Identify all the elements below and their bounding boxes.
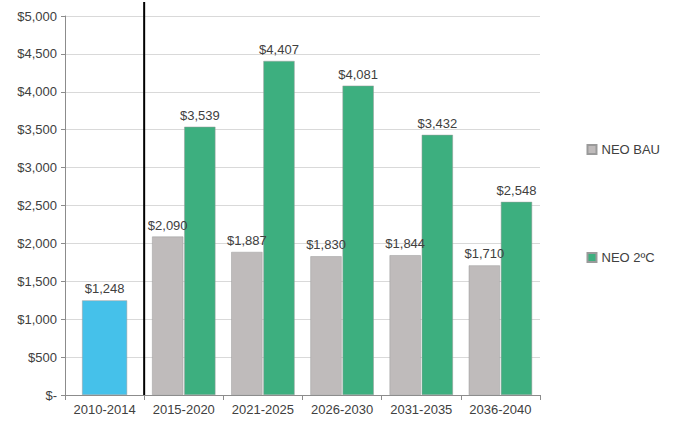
svg-text:$4,407: $4,407: [259, 42, 299, 57]
svg-text:$2,090: $2,090: [148, 218, 188, 233]
svg-text:$3,539: $3,539: [180, 108, 220, 123]
svg-text:$1,710: $1,710: [464, 246, 504, 261]
svg-text:$4,000: $4,000: [17, 84, 57, 99]
svg-text:2031-2035: 2031-2035: [390, 402, 452, 417]
svg-text:$1,887: $1,887: [227, 233, 267, 248]
svg-text:$2,000: $2,000: [17, 236, 57, 251]
svg-text:2026-2030: 2026-2030: [311, 402, 373, 417]
svg-text:$1,248: $1,248: [85, 281, 125, 296]
svg-text:2015-2020: 2015-2020: [153, 402, 215, 417]
svg-text:$1,830: $1,830: [306, 237, 346, 252]
svg-text:$1,000: $1,000: [17, 312, 57, 327]
svg-text:$3,000: $3,000: [17, 160, 57, 175]
svg-text:NEO BAU: NEO BAU: [601, 142, 660, 157]
svg-text:$2,548: $2,548: [497, 183, 537, 198]
svg-text:2036-2040: 2036-2040: [469, 402, 531, 417]
svg-text:$4,500: $4,500: [17, 46, 57, 61]
svg-text:$4,081: $4,081: [338, 67, 378, 82]
svg-text:$5,000: $5,000: [17, 9, 57, 24]
svg-text:$2,500: $2,500: [17, 198, 57, 213]
svg-text:$3,500: $3,500: [17, 122, 57, 137]
svg-text:$1,844: $1,844: [385, 236, 425, 251]
svg-text:$-: $-: [45, 388, 57, 403]
svg-text:2021-2025: 2021-2025: [232, 402, 294, 417]
svg-text:NEO 2ºC: NEO 2ºC: [601, 250, 654, 265]
svg-text:2010-2014: 2010-2014: [73, 402, 135, 417]
svg-text:$500: $500: [28, 350, 57, 365]
svg-text:$1,500: $1,500: [17, 274, 57, 289]
svg-text:$3,432: $3,432: [417, 116, 457, 131]
